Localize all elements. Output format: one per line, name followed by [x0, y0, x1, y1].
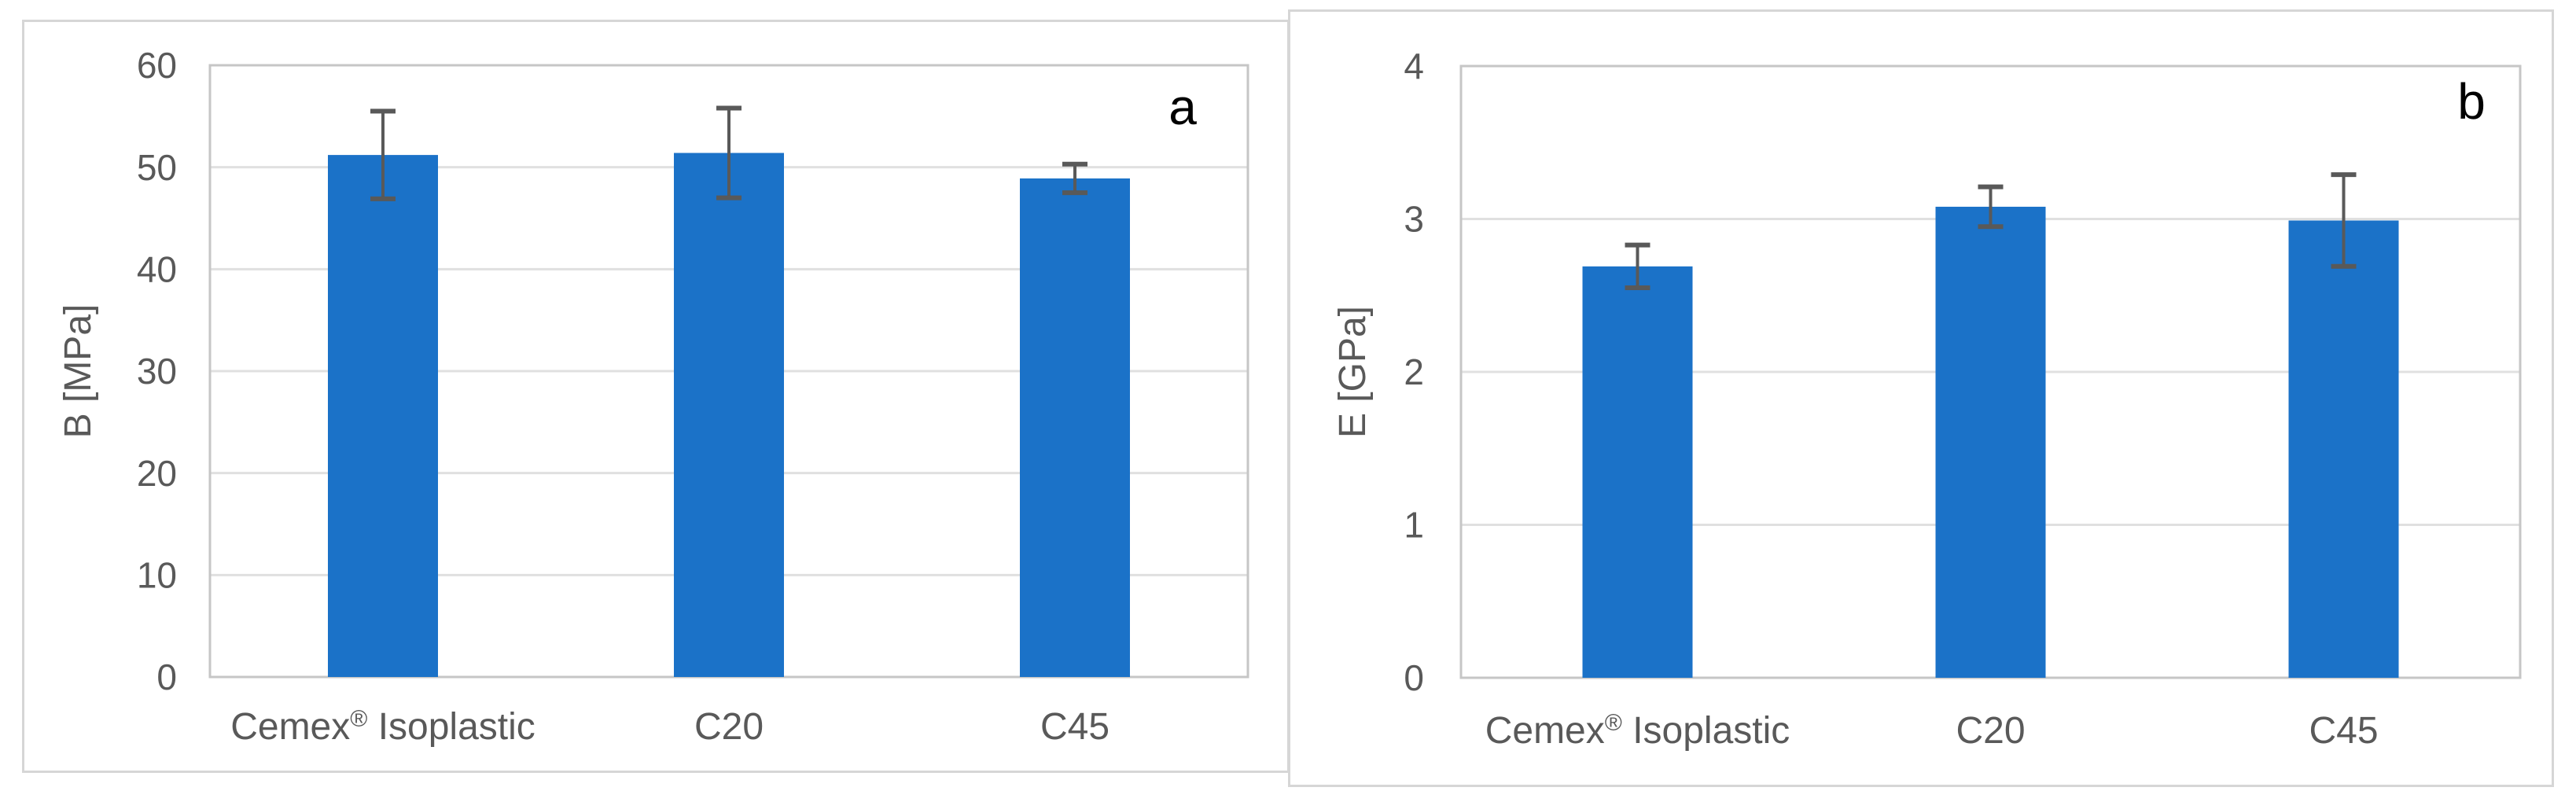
bar-chart-elastic-modulus: 0 1 2 3 4 Cemex® Isoplastic C20 C45 E [GPa] b	[1332, 46, 2522, 752]
y-tick-label: 30	[137, 351, 177, 392]
y-tick-label: 3	[1404, 199, 1424, 240]
y-tick-label: 20	[137, 453, 177, 494]
x-category-label: C45	[2309, 710, 2378, 752]
y-tick-label: 60	[137, 45, 177, 86]
y-tick-label: 50	[137, 147, 177, 188]
chart-panel-a: 0 10 20 30 40 50 60 Cemex® Isoplastic C20 C45 B [M…	[22, 20, 1290, 773]
y-tick-label: 0	[1404, 657, 1424, 698]
bar	[328, 155, 438, 677]
x-category-label: Cemex® Isoplastic	[230, 706, 535, 748]
y-axis-title: E [GPa]	[1332, 306, 1374, 438]
bar	[1020, 178, 1130, 677]
y-tick-label: 1	[1404, 505, 1424, 546]
x-category-label: C20	[694, 706, 764, 748]
bar	[674, 153, 784, 678]
panel-corner-label: a	[1168, 79, 1197, 135]
bar	[1935, 206, 2046, 678]
x-category-label: Cemex® Isoplastic	[1485, 710, 1790, 752]
y-tick-label: 2	[1404, 351, 1424, 392]
panel-corner-label: b	[2457, 73, 2486, 130]
bar	[2288, 220, 2399, 678]
y-tick-label: 10	[137, 554, 177, 595]
x-category-label: C20	[1956, 710, 2025, 752]
bar	[1582, 266, 1693, 678]
chart-panel-b: 0 1 2 3 4 Cemex® Isoplastic C20 C45 E [GPa] b	[1288, 9, 2554, 787]
bar-chart-flexural-strength: 0 10 20 30 40 50 60 Cemex® Isoplastic C20 C45 B [M…	[57, 45, 1249, 748]
y-axis-title: B [MPa]	[57, 304, 99, 439]
y-tick-label: 0	[156, 657, 177, 697]
x-category-label: C45	[1040, 706, 1110, 748]
y-tick-label: 4	[1404, 46, 1424, 86]
y-tick-label: 40	[137, 248, 177, 289]
